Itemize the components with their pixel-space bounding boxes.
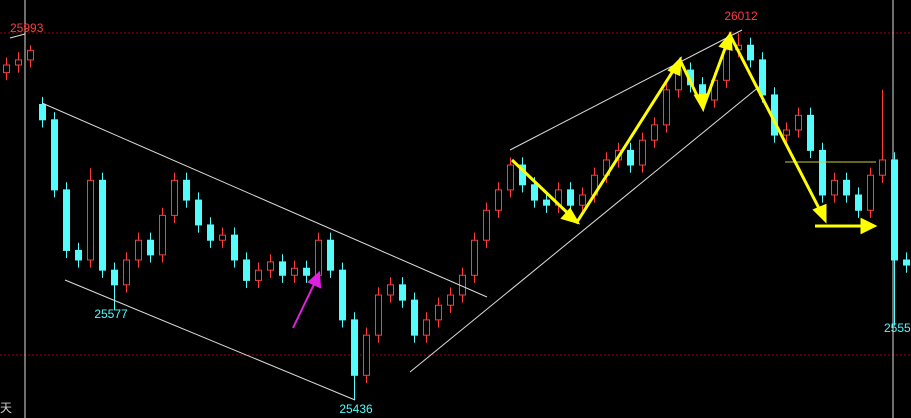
candle-body — [363, 334, 370, 376]
candle-body — [435, 304, 442, 321]
candle-body — [63, 189, 70, 251]
candle-body — [819, 149, 826, 196]
candle-body — [315, 239, 322, 276]
candle-body — [123, 259, 130, 286]
yellow-arrows — [510, 31, 878, 235]
candle-body — [831, 179, 838, 196]
candle-body — [843, 179, 850, 196]
candles — [3, 33, 910, 401]
candle-body — [39, 104, 46, 121]
candle-body — [879, 159, 886, 176]
candle-body — [171, 179, 178, 216]
candle-body — [75, 249, 82, 261]
candle-body — [543, 199, 550, 206]
candle-body — [15, 59, 22, 66]
candle-body — [495, 189, 502, 211]
candle-body — [411, 299, 418, 336]
corner-label: 天 — [0, 401, 12, 415]
candle-body — [303, 267, 310, 276]
candle-body — [795, 114, 802, 131]
candle-body — [531, 184, 538, 201]
candle-body — [663, 89, 670, 126]
candle-body — [267, 261, 274, 271]
candle-body — [339, 269, 346, 321]
candle-body — [99, 179, 106, 271]
candle-body — [903, 259, 910, 266]
candle-body — [111, 269, 118, 286]
candle-body — [231, 234, 238, 261]
candle-body — [183, 179, 190, 201]
candle-body — [195, 199, 202, 226]
candle-body — [3, 64, 10, 74]
candle-body — [651, 124, 658, 141]
candle-body — [639, 139, 646, 166]
candle-body — [219, 234, 226, 241]
price-label: 2555 — [884, 321, 911, 335]
candle-body — [783, 129, 790, 136]
candle-body — [855, 194, 862, 211]
candle-body — [891, 159, 898, 261]
candle-body — [867, 174, 874, 211]
candle-body — [159, 214, 166, 256]
price-label: 25993 — [10, 21, 44, 35]
candle-body — [507, 164, 514, 191]
magenta-arrow — [292, 270, 322, 329]
candle-body — [483, 209, 490, 241]
candle-body — [351, 319, 358, 376]
candle-body — [807, 114, 814, 151]
candle-body — [579, 194, 586, 206]
candle-body — [399, 284, 406, 301]
candle-body — [243, 259, 250, 281]
candle-body — [423, 319, 430, 336]
trend-lines — [9, 29, 876, 401]
candle-body — [51, 119, 58, 191]
candle-body — [747, 44, 754, 61]
price-label: 25577 — [94, 307, 128, 321]
candle-body — [627, 149, 634, 166]
candle-body — [759, 59, 766, 96]
candle-body — [207, 224, 214, 241]
candle-body — [723, 49, 730, 81]
candle-body — [387, 284, 394, 296]
candle-body — [567, 189, 574, 206]
candle-body — [147, 239, 154, 256]
candle-body — [87, 179, 94, 261]
price-label: 26012 — [724, 9, 758, 23]
candle-body — [255, 269, 262, 281]
candle-body — [375, 294, 382, 336]
candle-body — [27, 49, 34, 61]
candle-body — [327, 239, 334, 271]
candle-body — [447, 294, 454, 306]
candle-body — [279, 261, 286, 276]
candle-body — [471, 239, 478, 276]
candle-body — [291, 267, 298, 276]
price-label: 25436 — [339, 402, 373, 416]
candle-body — [135, 239, 142, 261]
